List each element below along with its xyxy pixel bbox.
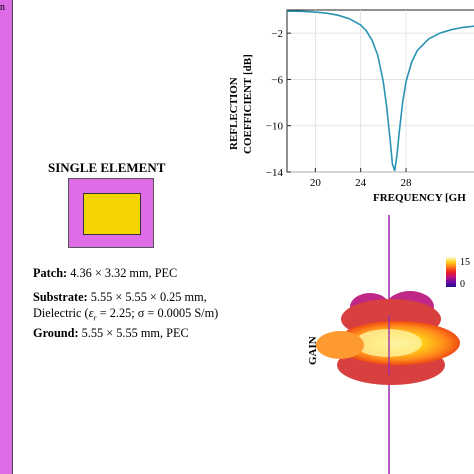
epsilon-subscript: r: [93, 313, 97, 323]
epsilon-symbol: ε: [88, 306, 94, 320]
x-tick-label: 20: [310, 177, 322, 189]
y-tick-label: −2: [271, 28, 283, 40]
patch-spec-value: 4.36 × 3.32 mm, PEC: [70, 266, 178, 280]
reflection-chart: REFLECTION COEFFICIENT [dB] −2 −6 −10 −14 20…: [228, 9, 474, 204]
single-element-title: SINGLE ELEMENT: [48, 160, 166, 175]
colorbar-max-tick: 15: [460, 257, 470, 268]
reflection-curve: [287, 10, 474, 172]
array-strip-label: n: [0, 2, 5, 13]
single-element-substrate: [68, 178, 154, 248]
gain-pattern: GAIN 15 0: [307, 215, 470, 474]
patch-spec-label: Patch:: [33, 266, 68, 280]
substrate-spec-label: Substrate:: [33, 290, 88, 304]
array-strip: [0, 0, 13, 474]
dielectric-spec-prefix: Dielectric (: [33, 306, 89, 320]
gain-label: GAIN: [307, 336, 319, 365]
y-tick-label: −10: [266, 121, 284, 133]
ground-spec-value: 5.55 × 5.55 mm, PEC: [81, 326, 189, 340]
substrate-spec-value: 5.55 × 5.55 × 0.25 mm,: [90, 290, 207, 304]
single-element-patch: [83, 193, 141, 235]
x-axis-label: FREQUENCY [GH: [373, 192, 466, 204]
colorbar: [446, 257, 456, 287]
y-axis-label-line1: REFLECTION: [228, 77, 240, 150]
main-lobe-core: [354, 329, 422, 357]
ground-spec-label: Ground:: [33, 326, 79, 340]
x-tick-label: 28: [401, 177, 413, 189]
back-lobe: [316, 331, 364, 359]
dielectric-spec: Dielectric (εr = 2.25; σ = 0.0005 S/m): [33, 306, 218, 325]
ground-spec: Ground: 5.55 × 5.55 mm, PEC: [33, 326, 189, 341]
x-tick-label: 24: [355, 177, 367, 189]
y-tick-label: −14: [266, 167, 284, 179]
patch-spec: Patch: 4.36 × 3.32 mm, PEC: [33, 266, 177, 281]
dielectric-spec-rest: = 2.25; σ = 0.0005 S/m): [96, 306, 219, 320]
y-axis-label-line2: COEFFICIENT [dB]: [242, 54, 254, 154]
colorbar-min-tick: 0: [460, 279, 465, 290]
y-tick-label: −6: [271, 74, 283, 86]
substrate-spec: Substrate: 5.55 × 5.55 × 0.25 mm,: [33, 290, 207, 305]
